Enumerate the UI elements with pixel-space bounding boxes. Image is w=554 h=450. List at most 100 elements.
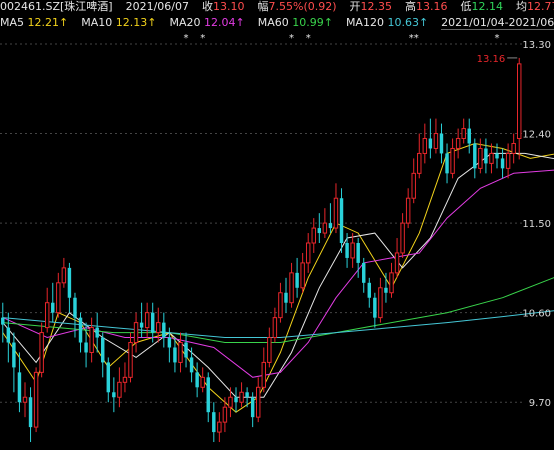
candle-body [389,272,394,294]
candle-body [505,152,511,169]
candle-body [112,392,116,398]
ma10-label: MA10 [81,16,113,29]
candle [411,158,416,204]
grid-lines [0,43,522,403]
y-tick-label: 11.50 [522,219,551,230]
candle [128,332,133,383]
candle [12,332,16,393]
candle-body [445,153,449,174]
candle [217,412,222,443]
candle [167,327,172,363]
ma60-label: MA60 [257,16,289,29]
candle [350,233,355,268]
candle-body [384,287,388,293]
candle [73,292,77,338]
y-tick-label: 13.30 [522,40,551,51]
candle [106,357,111,403]
candle-body [173,347,177,363]
candle [95,312,99,353]
candle-body [373,297,377,318]
candle [22,382,28,418]
star-marker: * [184,33,189,44]
candle [189,347,194,383]
candle [384,272,388,303]
candle-body [322,222,328,234]
candle-body [195,372,199,388]
candle-body [206,377,210,413]
candle-body [345,243,349,258]
change-value: 7.55%(0.92) [268,0,337,13]
candle-body [495,153,499,159]
y-tick-label: 10.60 [522,309,551,320]
candle-body [272,317,278,339]
candle-body [200,376,205,388]
candle [422,123,428,164]
date-range: 2021/01/04-2021/06/07(102日) [441,16,554,30]
candle [511,133,516,164]
candle-body [489,152,494,164]
candle [56,272,61,318]
candle [417,133,422,179]
ma20-label: MA20 [169,16,201,29]
ma60-line [2,277,554,343]
candle [356,238,360,278]
candle [311,218,316,253]
candle-body [144,312,150,329]
candle-body [39,332,44,373]
candle [428,118,433,159]
star-marker: * [289,33,294,44]
candle-body [439,133,444,154]
candle-body [256,386,261,418]
candle [261,347,266,393]
ma120-value: 10.63↑ [387,16,429,29]
low-label: 低 [460,0,472,13]
candle-body [189,357,194,373]
candle [178,332,183,373]
candle [61,257,67,288]
star-marker: * [306,33,311,44]
candle-body [356,243,360,263]
candles [1,57,522,443]
candle-body [378,287,383,319]
candle-body [461,128,466,140]
candle [322,208,328,239]
candle [394,238,400,278]
y-tick-label: 9.70 [529,398,551,409]
candle-body [51,302,55,313]
ma5-label: MA5 [0,16,25,29]
candle-body [22,396,28,403]
candle [317,213,322,244]
candle [33,367,39,433]
candle-body [239,391,244,403]
candle [495,143,499,169]
candle [378,277,383,323]
candle [433,118,439,154]
candle-body [184,342,188,358]
candle-body [328,223,333,229]
candle [256,377,261,423]
candle-body [222,406,228,423]
candle [267,327,272,368]
candle [51,282,55,323]
stock-name: [珠江啤酒] [60,0,113,13]
candle [367,277,372,308]
candle-body [261,361,266,388]
candle-body [284,292,288,303]
candle-body [317,228,322,234]
candle-body [33,371,39,428]
candle [44,287,50,333]
candle [117,367,122,408]
ma60-value: 10.99↑ [292,16,333,29]
ma120-line [2,310,554,338]
candle-body [484,148,488,164]
candle-body [101,337,105,363]
avg-value: 12.77 [527,0,554,13]
quote-header: 002461.SZ[珠江啤酒] 2021/06/07 收13.10 幅7.55%… [0,0,554,15]
candle [278,282,283,323]
candle [195,362,199,398]
candle [362,257,366,293]
candle-body [511,142,516,154]
candle [67,262,72,313]
candle-body [73,297,77,318]
